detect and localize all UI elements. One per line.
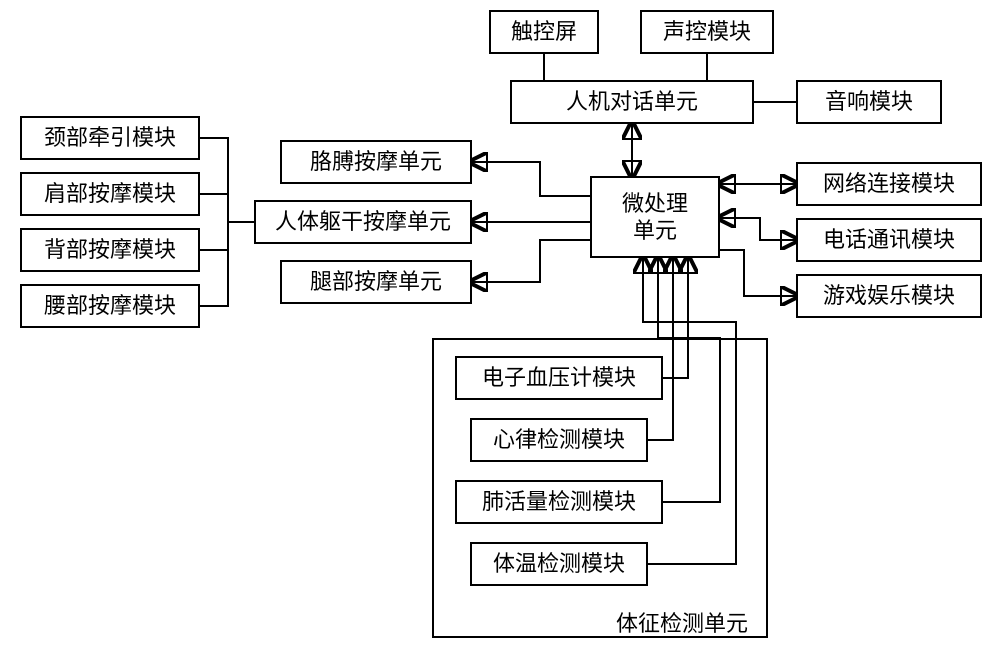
label: 肺活量检测模块 bbox=[482, 488, 636, 516]
node-temp-module: 体温检测模块 bbox=[470, 542, 648, 586]
label: 游戏娱乐模块 bbox=[823, 282, 955, 310]
label: 触控屏 bbox=[511, 18, 577, 46]
label: 腿部按摩单元 bbox=[310, 268, 442, 296]
node-leg-massage-unit: 腿部按摩单元 bbox=[280, 260, 472, 304]
node-voice-module: 声控模块 bbox=[640, 10, 774, 54]
label: 人机对话单元 bbox=[566, 88, 698, 116]
label: 声控模块 bbox=[663, 18, 751, 46]
label: 颈部牵引模块 bbox=[44, 124, 176, 152]
label: 背部按摩模块 bbox=[44, 236, 176, 264]
node-touch-screen: 触控屏 bbox=[489, 10, 599, 54]
node-hr-module: 心律检测模块 bbox=[470, 418, 648, 462]
node-game-module: 游戏娱乐模块 bbox=[796, 274, 982, 318]
node-arm-massage-unit: 胳膊按摩单元 bbox=[280, 140, 472, 184]
node-microprocessor-unit: 微处理单元 bbox=[590, 176, 720, 258]
node-audio-module: 音响模块 bbox=[796, 80, 942, 124]
label: 心律检测模块 bbox=[493, 426, 625, 454]
node-neck-traction: 颈部牵引模块 bbox=[20, 116, 200, 160]
label: 胳膊按摩单元 bbox=[310, 148, 442, 176]
label: 电子血压计模块 bbox=[482, 364, 636, 392]
label: 体温检测模块 bbox=[493, 550, 625, 578]
node-network-module: 网络连接模块 bbox=[796, 162, 982, 206]
node-hmi-unit: 人机对话单元 bbox=[510, 80, 754, 124]
label: 人体躯干按摩单元 bbox=[275, 208, 451, 236]
label: 音响模块 bbox=[825, 88, 913, 116]
node-bp-module: 电子血压计模块 bbox=[455, 356, 663, 400]
vitals-group-label: 体征检测单元 bbox=[616, 606, 748, 638]
node-lung-module: 肺活量检测模块 bbox=[455, 480, 663, 524]
node-back-massage: 背部按摩模块 bbox=[20, 228, 200, 272]
diagram-canvas: 体征检测单元 触控屏 声控模块 人机对话单元 音响模块 颈部牵引模块 肩部按摩模… bbox=[0, 0, 1000, 668]
label: 网络连接模块 bbox=[823, 170, 955, 198]
label: 电话通讯模块 bbox=[823, 226, 955, 254]
node-shoulder-massage: 肩部按摩模块 bbox=[20, 172, 200, 216]
label: 微处理单元 bbox=[622, 190, 688, 245]
node-waist-massage: 腰部按摩模块 bbox=[20, 284, 200, 328]
node-torso-massage-unit: 人体躯干按摩单元 bbox=[254, 200, 472, 244]
node-phone-module: 电话通讯模块 bbox=[796, 218, 982, 262]
label: 肩部按摩模块 bbox=[44, 180, 176, 208]
label: 腰部按摩模块 bbox=[44, 292, 176, 320]
